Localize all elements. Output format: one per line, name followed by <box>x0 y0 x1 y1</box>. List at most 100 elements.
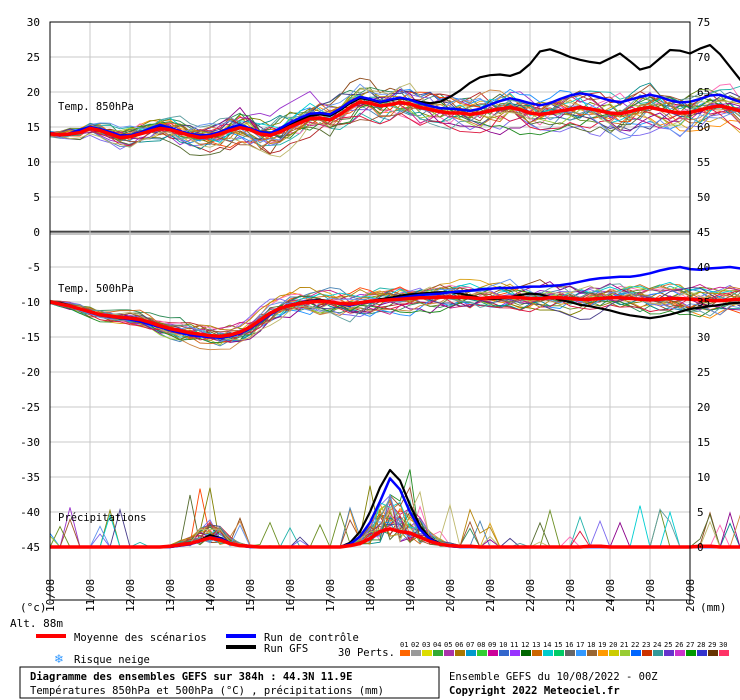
pert-code-label: 26 <box>675 641 683 649</box>
left-tick-label: -5 <box>27 261 40 274</box>
x-date-label: 22/08 <box>524 579 537 612</box>
right-tick-label: 55 <box>697 156 710 169</box>
pert-color-swatch <box>609 650 619 656</box>
left-tick-label: -10 <box>20 296 40 309</box>
pert-color-swatch <box>708 650 718 656</box>
right-tick-label: 75 <box>697 16 710 29</box>
legend-control-swatch <box>226 634 256 638</box>
pert-t850-line <box>49 89 740 148</box>
title-box <box>19 666 440 699</box>
pert-t850-line <box>49 92 740 143</box>
right-unit-label: (mm) <box>700 601 727 614</box>
pert-color-swatch <box>510 650 520 656</box>
plot-frame <box>49 21 691 601</box>
legend-gfs-swatch <box>226 645 256 649</box>
pert-code-label: 30 <box>719 641 727 649</box>
right-tick-label: 30 <box>697 331 710 344</box>
copyright: Copyright 2022 Meteociel.fr <box>449 685 620 697</box>
pert-color-swatch <box>642 650 652 656</box>
pert-color-swatch <box>433 650 443 656</box>
x-date-label: 24/08 <box>604 579 617 612</box>
x-date-label: 13/08 <box>164 579 177 612</box>
right-tick-label: 15 <box>697 436 710 449</box>
pert-color-swatch <box>587 650 597 656</box>
pert-t850-line <box>49 91 740 148</box>
pert-code-label: 19 <box>598 641 606 649</box>
right-tick-label: 45 <box>697 226 710 239</box>
run-info: Ensemble GEFS du 10/08/2022 - 00Z <box>449 671 658 683</box>
right-tick-label: 0 <box>697 541 704 554</box>
pert-code-label: 18 <box>587 641 595 649</box>
pert-code-label: 13 <box>532 641 540 649</box>
pert-t850-line <box>49 93 740 156</box>
mean-t500-line <box>49 295 740 339</box>
pert-color-swatch <box>543 650 553 656</box>
left-tick-label: -45 <box>20 541 40 554</box>
right-tick-label: 70 <box>697 51 710 64</box>
pert-t850-line <box>49 102 740 148</box>
t850-panel-label: Temp. 850hPa <box>58 101 134 113</box>
pert-t500-line <box>49 285 740 346</box>
pert-color-swatch <box>477 650 487 656</box>
x-date-label: 21/08 <box>484 579 497 612</box>
pert-t850-line <box>49 89 740 140</box>
pert-color-swatch <box>719 650 729 656</box>
right-tick-label: 10 <box>697 471 710 484</box>
pert-color-swatch <box>466 650 476 656</box>
pert-code-label: 12 <box>521 641 529 649</box>
pert-color-swatch <box>631 650 641 656</box>
left-tick-label: 15 <box>27 121 40 134</box>
pert-t500-line <box>49 290 740 342</box>
left-tick-label: 5 <box>33 191 40 204</box>
left-tick-label: -35 <box>20 471 40 484</box>
x-date-label: 25/08 <box>644 579 657 612</box>
right-tick-label: 25 <box>697 366 710 379</box>
x-date-label: 11/08 <box>84 579 97 612</box>
left-tick-label: 0 <box>33 226 40 239</box>
right-tick-label: 35 <box>697 296 710 309</box>
pert-color-swatch <box>532 650 542 656</box>
pert-code-label: 20 <box>609 641 617 649</box>
chart-subtitle: Températures 850hPa et 500hPa (°C) , pré… <box>30 685 384 697</box>
x-date-label: 20/08 <box>444 579 457 612</box>
pert-code-label: 27 <box>686 641 694 649</box>
pert-code-label: 14 <box>543 641 551 649</box>
x-date-label: 17/08 <box>324 579 337 612</box>
pert-color-swatch <box>598 650 608 656</box>
right-tick-label: 5 <box>697 506 704 519</box>
pert-color-swatch <box>675 650 685 656</box>
pert-code-label: 28 <box>697 641 705 649</box>
x-date-label: 12/08 <box>124 579 137 612</box>
pert-precip-line <box>49 517 740 548</box>
mean-t850-line <box>49 100 740 140</box>
legend-mean-label: Moyenne des scénarios <box>74 632 207 644</box>
x-date-label: 14/08 <box>204 579 217 612</box>
pert-code-label: 02 <box>411 641 419 649</box>
left-tick-label: -15 <box>20 331 40 344</box>
left-tick-label: 25 <box>27 51 40 64</box>
right-tick-label: 60 <box>697 121 710 134</box>
legend-gfs-label: Run GFS <box>264 643 308 655</box>
pert-t850-line <box>49 82 740 158</box>
pert-color-swatch <box>686 650 696 656</box>
left-unit-label: (°c) <box>20 601 47 614</box>
pert-code-label: 09 <box>488 641 496 649</box>
x-date-label: 18/08 <box>364 579 377 612</box>
pert-code-label: 25 <box>664 641 672 649</box>
main-series-lines <box>49 43 740 549</box>
t500-panel-label: Temp. 500hPa <box>58 283 134 295</box>
altitude-label: Alt. 88m <box>10 617 63 630</box>
pert-t850-line <box>49 82 740 150</box>
x-date-label: 19/08 <box>404 579 417 612</box>
right-tick-label: 65 <box>697 86 710 99</box>
right-tick-label: 40 <box>697 261 710 274</box>
x-date-label: 23/08 <box>564 579 577 612</box>
pert-code-label: 15 <box>554 641 562 649</box>
pert-code-label: 24 <box>653 641 661 649</box>
pert-t850-line <box>49 90 740 145</box>
pert-code-label: 08 <box>477 641 485 649</box>
pert-color-swatch <box>400 650 410 656</box>
legend-control-label: Run de contrôle <box>264 632 359 644</box>
